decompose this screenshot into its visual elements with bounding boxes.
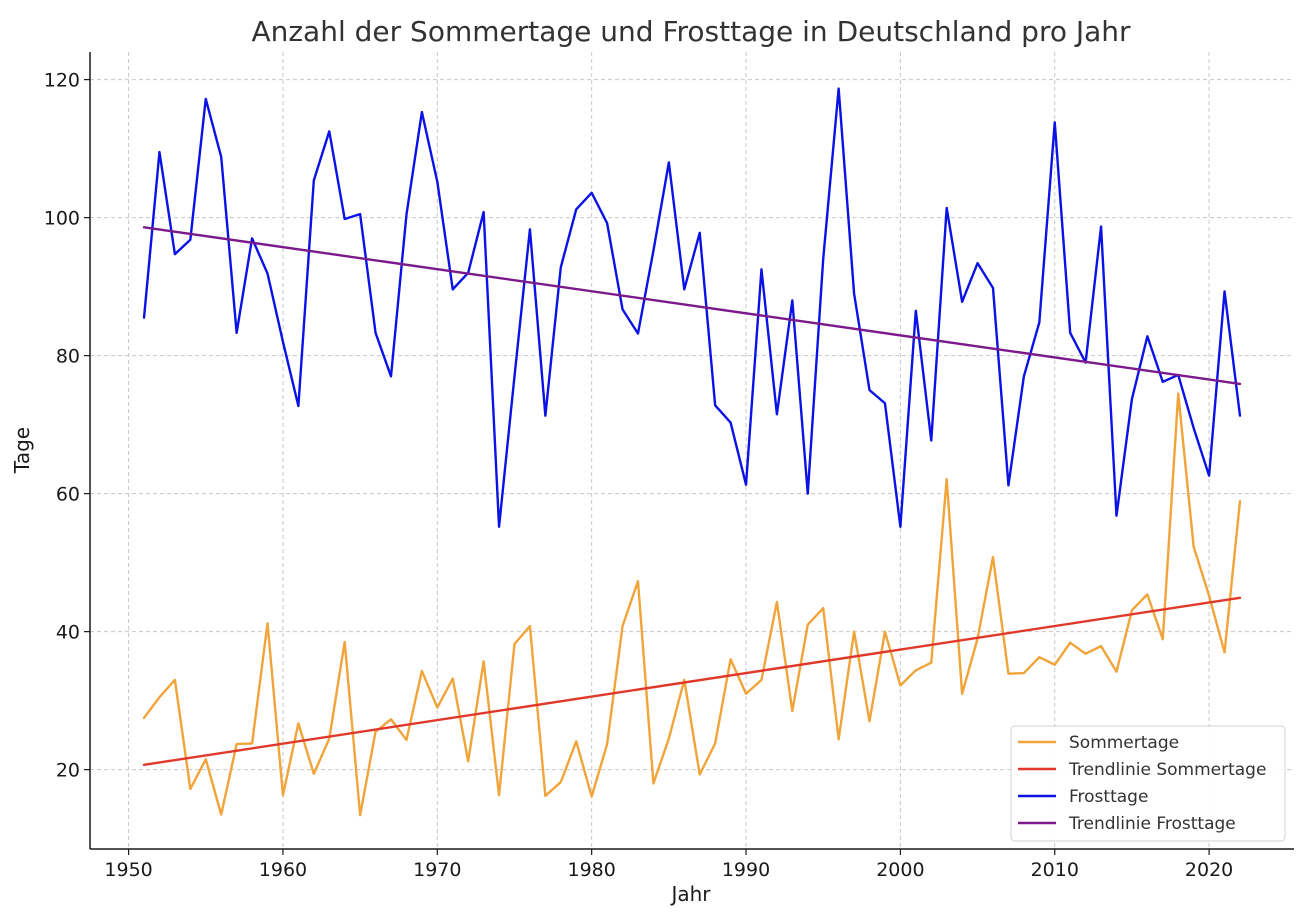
- series-line-frosttage: [142, 87, 1242, 528]
- x-tick-label: 1970: [413, 859, 461, 881]
- y-tick-label: 20: [56, 760, 80, 782]
- series-line-trendlinie-frosttage: [142, 226, 1242, 386]
- series-layer: [142, 87, 1242, 817]
- legend: Sommertage Trendlinie Sommertage Frosttage…: [1010, 725, 1286, 842]
- legend-label-trendlinie-sommertage: Trendlinie Sommertage: [1068, 760, 1266, 780]
- x-tick-label: 1950: [104, 859, 152, 881]
- x-tick-label: 2020: [1185, 859, 1233, 881]
- x-tick-label: 2000: [876, 859, 924, 881]
- legend-box: [1010, 725, 1286, 842]
- x-tick-label: 2010: [1031, 859, 1079, 881]
- y-tick-label: 100: [44, 208, 80, 230]
- y-tick-label: 80: [56, 346, 80, 368]
- x-tick-label: 1990: [722, 859, 770, 881]
- tick-labels: 1950 1960 1970 1980 1990 2000 2010 202020406080…: [44, 70, 1234, 881]
- x-tick-label: 1960: [259, 859, 307, 881]
- chart-title: Anzahl der Sommertage und Frosttage in D…: [251, 15, 1131, 48]
- legend-label-sommertage: Sommertage: [1069, 733, 1179, 753]
- x-tick-label: 1980: [567, 859, 615, 881]
- series-line-sommertage: [142, 392, 1242, 817]
- legend-label-frosttage: Frosttage: [1069, 787, 1148, 807]
- series-line-trendlinie-sommertage: [142, 596, 1242, 767]
- y-tick-label: 60: [56, 484, 80, 506]
- axes: [84, 52, 1294, 855]
- y-tick-label: 40: [56, 622, 80, 644]
- legend-label-trendlinie-frosttage: Trendlinie Frosttage: [1068, 814, 1236, 834]
- y-axis-label: Tage: [10, 427, 34, 474]
- x-axis-label: Jahr: [669, 882, 711, 906]
- y-tick-label: 120: [44, 70, 80, 92]
